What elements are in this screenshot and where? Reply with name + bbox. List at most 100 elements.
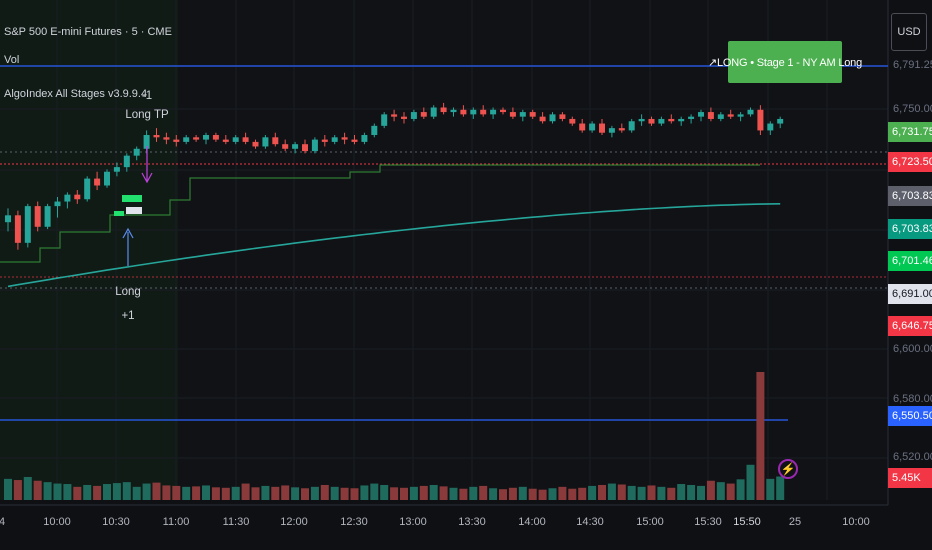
candle-body bbox=[361, 135, 368, 142]
time-tick-13: 15:50 bbox=[733, 516, 761, 528]
volume-bar bbox=[132, 486, 141, 500]
candle-body bbox=[599, 123, 605, 133]
candle-body bbox=[113, 167, 120, 172]
time-tick-6: 12:30 bbox=[340, 516, 368, 528]
candle-body bbox=[351, 139, 358, 142]
volume-bar bbox=[400, 487, 408, 500]
candle-body bbox=[232, 137, 239, 142]
time-tick-1: 10:00 bbox=[43, 516, 71, 528]
price-tick-6750: 6,750.00 bbox=[893, 103, 932, 115]
volume-bar bbox=[281, 485, 290, 500]
candle-body bbox=[401, 116, 407, 119]
long-signal-label: ↗LONG • Stage 1 - NY AM Long bbox=[708, 41, 862, 83]
time-tick-0: 4 bbox=[0, 516, 6, 528]
volume-bar bbox=[627, 485, 636, 500]
candle-body bbox=[470, 109, 477, 115]
candle-body bbox=[24, 206, 31, 243]
volume-bar bbox=[558, 486, 567, 500]
candle-body bbox=[579, 123, 586, 131]
candle-body bbox=[638, 118, 645, 122]
lightning-icon[interactable]: ⚡ bbox=[778, 459, 798, 479]
premarket-shading bbox=[0, 0, 178, 500]
time-tick-10: 14:30 bbox=[576, 516, 604, 528]
time-tick-8: 13:30 bbox=[458, 516, 486, 528]
volume-bar bbox=[706, 480, 715, 500]
volume-bar bbox=[251, 487, 260, 500]
volume-bar bbox=[469, 486, 478, 500]
candle-body bbox=[74, 194, 81, 200]
price-pill-6646: 6,646.75 bbox=[888, 316, 932, 336]
volume-bar bbox=[13, 480, 22, 500]
candle-body bbox=[490, 109, 497, 115]
candle-body bbox=[44, 206, 51, 227]
volume-bar bbox=[528, 488, 537, 500]
time-tick-7: 13:00 bbox=[399, 516, 427, 528]
volume-bar bbox=[291, 487, 300, 500]
volume-bar bbox=[43, 482, 52, 500]
candle-body bbox=[658, 118, 665, 124]
volume-bar bbox=[142, 483, 151, 500]
candle-body bbox=[589, 123, 596, 131]
candle-body bbox=[668, 118, 675, 122]
candle-body bbox=[193, 137, 200, 140]
volume-bar bbox=[320, 484, 329, 500]
candle-body bbox=[84, 178, 91, 200]
price-pill-6703-a: 6,703.83 bbox=[888, 186, 932, 206]
time-tick-14: 25 bbox=[788, 516, 802, 528]
symbol-title[interactable]: S&P 500 E-mini Futures · 5 · CME bbox=[4, 26, 172, 38]
volume-bar bbox=[330, 486, 339, 500]
currency-button[interactable]: USD bbox=[891, 13, 927, 51]
volume-bar bbox=[350, 488, 359, 500]
volume-bar bbox=[73, 486, 82, 500]
candle-body bbox=[222, 139, 229, 142]
volume-bar bbox=[23, 476, 32, 500]
candle-body bbox=[648, 118, 655, 124]
volume-bar bbox=[607, 483, 616, 500]
volume-bar bbox=[716, 482, 725, 500]
volume-bar bbox=[756, 372, 765, 500]
candle-body bbox=[321, 139, 328, 142]
volume-bar bbox=[301, 488, 309, 500]
volume-bar bbox=[508, 487, 517, 500]
volume-bar bbox=[479, 485, 488, 500]
tp-label: Long TP bbox=[125, 109, 169, 121]
volume-bar bbox=[231, 486, 240, 500]
entry-box-white bbox=[126, 207, 142, 214]
candle-body bbox=[34, 206, 41, 227]
candle-body bbox=[54, 201, 61, 207]
ema-line bbox=[7, 203, 781, 288]
candle-body bbox=[707, 112, 714, 119]
price-pill-6731: 6,731.75 bbox=[888, 122, 932, 142]
tp-arrow-head bbox=[141, 172, 153, 184]
volume-bar bbox=[261, 485, 270, 500]
long-count-label: +1 bbox=[121, 310, 135, 322]
volume-bar bbox=[63, 484, 72, 500]
candle-body bbox=[391, 114, 398, 117]
candle-body bbox=[727, 114, 734, 117]
candle-body bbox=[698, 112, 704, 117]
volume-indicator-label[interactable]: Vol bbox=[4, 54, 20, 66]
volume-bar bbox=[271, 486, 280, 500]
volume-bar bbox=[4, 478, 12, 500]
candle-body bbox=[569, 118, 576, 124]
time-tick-12: 15:30 bbox=[694, 516, 722, 528]
volume-bar bbox=[459, 488, 468, 500]
volume-bar bbox=[617, 484, 626, 500]
candle-body bbox=[381, 114, 388, 126]
time-tick-4: 11:30 bbox=[222, 516, 250, 528]
volume-bar bbox=[776, 476, 785, 500]
candle-body bbox=[133, 148, 140, 156]
time-tick-3: 11:00 bbox=[162, 516, 190, 528]
volume-bar bbox=[33, 480, 42, 500]
volume-bar bbox=[538, 489, 547, 500]
volume-bar bbox=[310, 486, 319, 500]
candle-body bbox=[262, 137, 269, 147]
indicator-label[interactable]: AlgoIndex All Stages v3.9.9.4 bbox=[4, 88, 148, 100]
price-tick-6600: 6,600.00 bbox=[893, 343, 932, 355]
volume-bar bbox=[598, 484, 606, 500]
candle-body bbox=[242, 137, 249, 142]
candle-body bbox=[94, 178, 101, 186]
candle-body bbox=[331, 137, 338, 142]
